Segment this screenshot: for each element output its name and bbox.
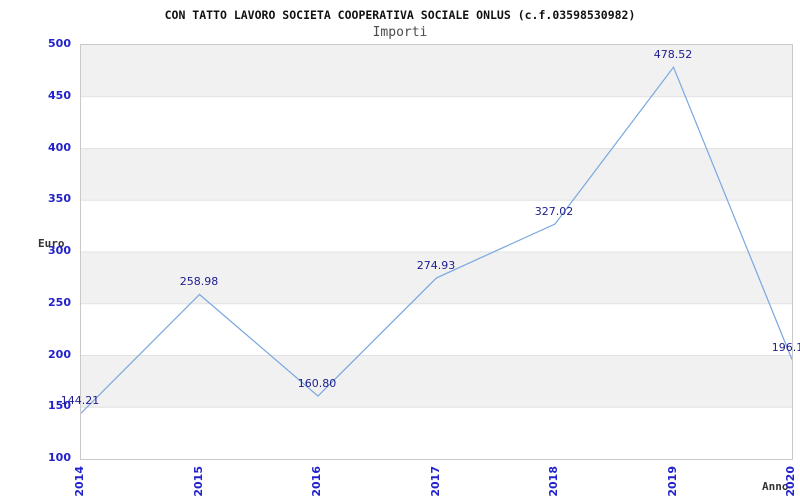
chart-title: CON TATTO LAVORO SOCIETA COOPERATIVA SOC…: [164, 8, 636, 22]
point-value-label: 274.93: [416, 259, 456, 272]
background-band: [81, 96, 792, 149]
point-value-label: 327.02: [534, 205, 574, 218]
y-tick-label: 350: [48, 192, 71, 205]
x-tick-label: 2015: [192, 466, 205, 497]
plot-area: [80, 44, 793, 460]
y-tick-label: 300: [48, 244, 71, 257]
background-band: [81, 303, 792, 356]
point-value-label: 144.21: [60, 394, 100, 407]
point-value-label: 478.52: [653, 48, 693, 61]
line-series-svg: [81, 45, 792, 459]
y-tick-label: 100: [48, 451, 71, 464]
data-line: [81, 65, 792, 414]
point-value-label: 196.13: [771, 341, 800, 354]
y-tick-label: 150: [48, 399, 71, 412]
y-tick-label: 250: [48, 296, 71, 309]
chart-subtitle: Importi: [372, 25, 428, 40]
background-band: [81, 45, 792, 97]
background-band: [81, 200, 792, 252]
x-tick-label: 2016: [310, 466, 323, 497]
x-tick-label: 2014: [73, 466, 86, 497]
y-axis-label: Euro: [38, 237, 65, 250]
y-tick-label: 450: [48, 89, 71, 102]
background-band: [81, 148, 792, 201]
x-tick-label: 2019: [666, 466, 679, 497]
x-tick-label: 2020: [784, 466, 797, 497]
point-value-label: 160.80: [297, 377, 337, 390]
y-tick-label: 500: [48, 37, 71, 50]
background-band: [81, 355, 792, 408]
x-axis-label: Anno: [762, 480, 789, 493]
x-tick-label: 2018: [547, 466, 560, 497]
background-band: [81, 407, 792, 459]
x-tick-label: 2017: [429, 466, 442, 497]
y-tick-label: 200: [48, 348, 71, 361]
point-value-label: 258.98: [179, 275, 219, 288]
y-tick-label: 400: [48, 141, 71, 154]
